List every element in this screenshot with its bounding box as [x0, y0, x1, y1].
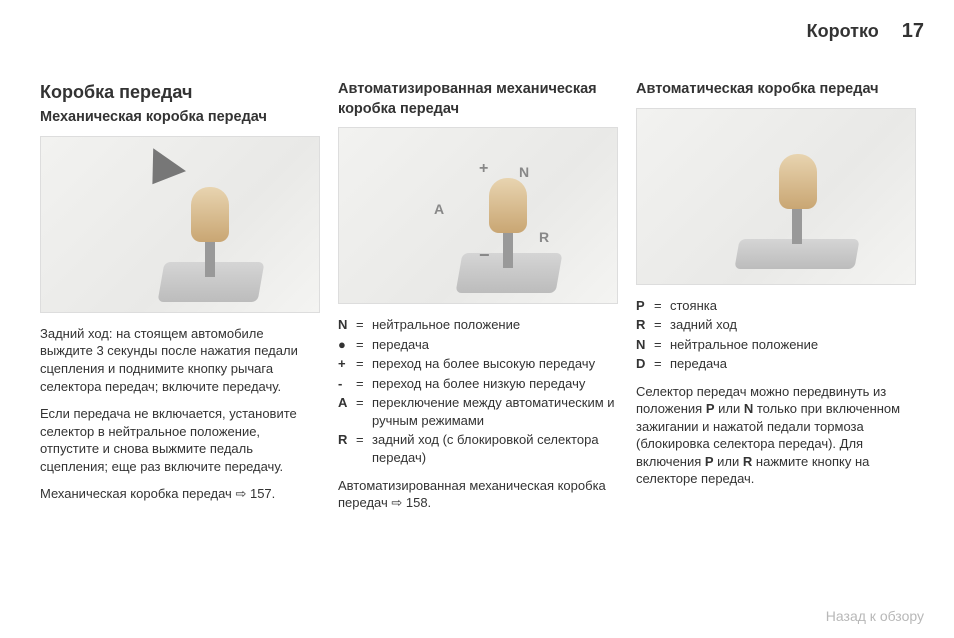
- page-number: 17: [902, 20, 924, 42]
- illustration-automatic-gearbox: [636, 108, 916, 285]
- column-manual: Коробка передач Механическая коробка пер…: [40, 80, 318, 522]
- automated-ref: Автоматизированная механическая коробка …: [338, 477, 616, 512]
- sub-heading-automated: Автоматизированная механическая коробка …: [338, 80, 616, 119]
- definitions-automatic: P=стоянка R=задний ход N=нейтральное пол…: [636, 297, 914, 373]
- back-to-overview-link[interactable]: Назад к обзору: [826, 608, 924, 624]
- illustration-automated-gearbox: + − N A R: [338, 127, 618, 304]
- main-heading: Коробка передач: [40, 80, 318, 104]
- manual-ref: Механическая коробка передач ⇨ 157.: [40, 485, 318, 503]
- label-plus-icon: +: [479, 158, 488, 180]
- illustration-manual-gearbox: [40, 136, 320, 313]
- column-automatic: Автоматическая коробка передач P=стоянка…: [636, 80, 914, 522]
- manual-para1: Задний ход: на стоящем автомобиле выждит…: [40, 325, 318, 395]
- label-minus-icon: −: [479, 243, 490, 267]
- chapter-title: Коротко: [807, 21, 879, 41]
- label-n: N: [519, 163, 529, 182]
- sub-heading-automatic: Автоматическая коробка передач: [636, 80, 914, 100]
- page-content: Коробка передач Механическая коробка пер…: [40, 80, 914, 522]
- manual-para2: Если передача не включается, установите …: [40, 405, 318, 475]
- automatic-para: Селектор передач можно передвинуть из по…: [636, 383, 914, 488]
- column-automated-manual: Автоматизированная механическая коробка …: [338, 80, 616, 522]
- label-r: R: [539, 228, 549, 247]
- sub-heading-manual: Механическая коробка передач: [40, 108, 318, 128]
- definitions-automated: N=нейтральное положение ●=передача +=пер…: [338, 316, 616, 466]
- label-a: A: [434, 200, 444, 219]
- page-header: Коротко 17: [807, 20, 924, 43]
